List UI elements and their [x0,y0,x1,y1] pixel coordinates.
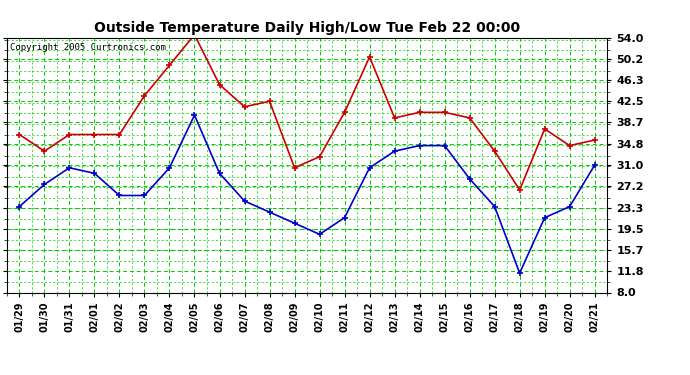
Text: Copyright 2005 Curtronics.com: Copyright 2005 Curtronics.com [10,43,166,52]
Title: Outside Temperature Daily High/Low Tue Feb 22 00:00: Outside Temperature Daily High/Low Tue F… [94,21,520,35]
